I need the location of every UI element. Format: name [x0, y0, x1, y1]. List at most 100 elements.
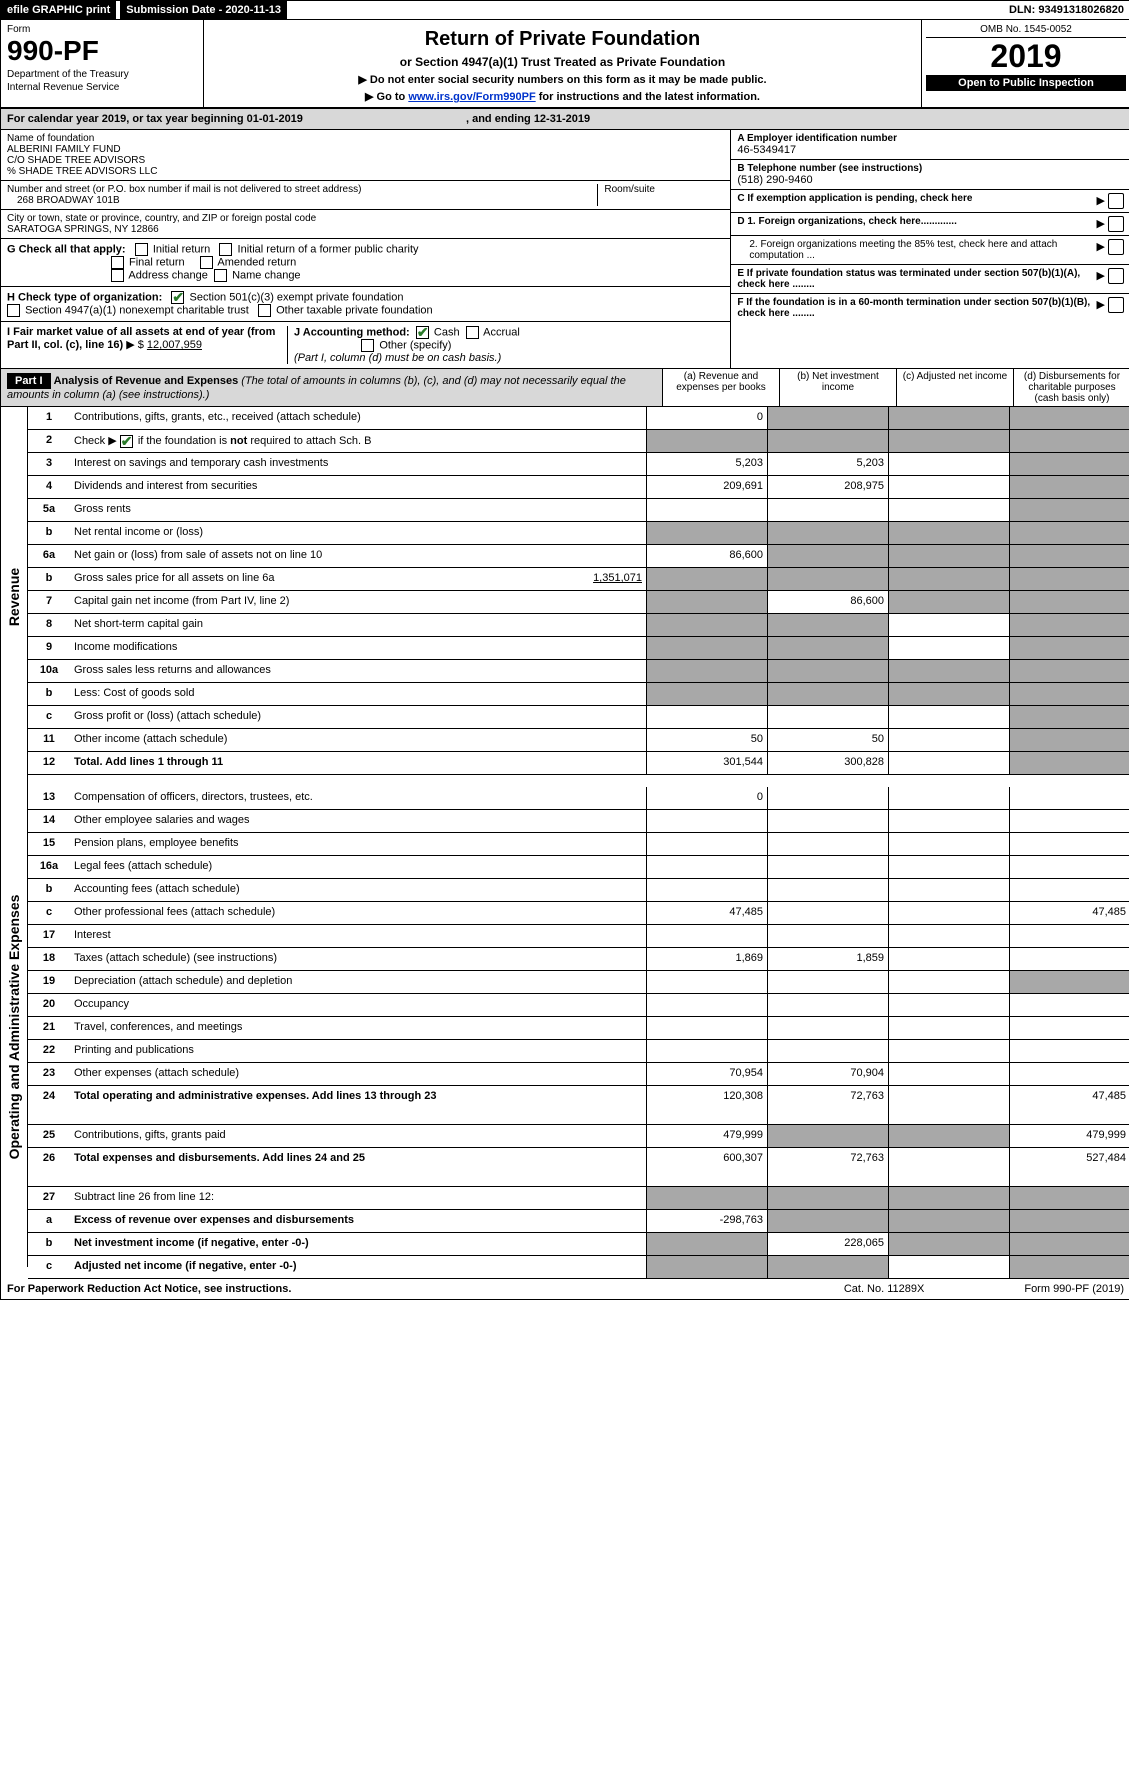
line23-num: 23	[28, 1063, 70, 1085]
line9-desc: Income modifications	[70, 637, 646, 659]
checkbox-cash[interactable]	[416, 326, 429, 339]
line10c-c	[888, 706, 1009, 728]
line27b-c	[888, 1233, 1009, 1255]
line15-desc: Pension plans, employee benefits	[70, 833, 646, 855]
line27c-d	[1009, 1256, 1129, 1278]
checkbox-c[interactable]	[1108, 193, 1124, 209]
line1-num: 1	[28, 407, 70, 429]
irs-link[interactable]: www.irs.gov/Form990PF	[408, 91, 535, 103]
checkbox-accrual[interactable]	[466, 326, 479, 339]
line5b-c	[888, 522, 1009, 544]
footer-formno: Form 990-PF (2019)	[1024, 1283, 1124, 1295]
checkbox-d2[interactable]	[1108, 239, 1124, 255]
line11-b: 50	[767, 729, 888, 751]
line27c-c	[888, 1256, 1009, 1278]
checkbox-4947[interactable]	[7, 304, 20, 317]
line1-d	[1009, 407, 1129, 429]
line12-b: 300,828	[767, 752, 888, 774]
line13-a: 0	[646, 787, 767, 809]
line9-d	[1009, 637, 1129, 659]
initial-former-label: Initial return of a former public charit…	[238, 243, 419, 255]
line10a-num: 10a	[28, 660, 70, 682]
form-label: Form	[7, 24, 197, 35]
city-value: SARATOGA SPRINGS, NY 12866	[7, 224, 724, 235]
s501-label: Section 501(c)(3) exempt private foundat…	[189, 291, 403, 303]
tax-year: 2019	[926, 38, 1126, 75]
checkbox-501c3[interactable]	[171, 291, 184, 304]
line2-num: 2	[28, 430, 70, 452]
line10a-desc: Gross sales less returns and allowances	[70, 660, 646, 682]
d2-label: 2. Foreign organizations meeting the 85%…	[737, 239, 1090, 261]
checkbox-e[interactable]	[1108, 268, 1124, 284]
foundation-name-2: C/O SHADE TREE ADVISORS	[7, 155, 724, 166]
line26-c	[888, 1148, 1009, 1186]
line10b-desc: Less: Cost of goods sold	[70, 683, 646, 705]
line20-c	[888, 994, 1009, 1016]
note-goto: ▶ Go to www.irs.gov/Form990PF for instru…	[210, 90, 915, 103]
line16b-b	[767, 879, 888, 901]
efile-label: efile GRAPHIC print	[1, 1, 116, 19]
line26-num: 26	[28, 1148, 70, 1186]
line18-c	[888, 948, 1009, 970]
line3-b: 5,203	[767, 453, 888, 475]
line27c-num: c	[28, 1256, 70, 1278]
line18-d	[1009, 948, 1129, 970]
line6a-desc: Net gain or (loss) from sale of assets n…	[70, 545, 646, 567]
calendar-year-start: For calendar year 2019, or tax year begi…	[7, 113, 303, 125]
initial-label: Initial return	[153, 243, 210, 255]
checkbox-other-method[interactable]	[361, 339, 374, 352]
line6b-num: b	[28, 568, 70, 590]
line9-c	[888, 637, 1009, 659]
line20-b	[767, 994, 888, 1016]
dept-label: Department of the Treasury	[7, 69, 197, 80]
checkbox-d1[interactable]	[1108, 216, 1124, 232]
line10c-desc: Gross profit or (loss) (attach schedule)	[70, 706, 646, 728]
line7-d	[1009, 591, 1129, 613]
line25-a: 479,999	[646, 1125, 767, 1147]
checkbox-final[interactable]	[111, 256, 124, 269]
line6a-b	[767, 545, 888, 567]
line16b-num: b	[28, 879, 70, 901]
line26-desc: Total expenses and disbursements. Add li…	[70, 1148, 646, 1186]
checkbox-name[interactable]	[214, 269, 227, 282]
checkbox-schb[interactable]	[120, 435, 133, 448]
foundation-name-1: ALBERINI FAMILY FUND	[7, 144, 724, 155]
line5b-num: b	[28, 522, 70, 544]
checkbox-address[interactable]	[111, 269, 124, 282]
line12-num: 12	[28, 752, 70, 774]
line8-num: 8	[28, 614, 70, 636]
footer-paperwork: For Paperwork Reduction Act Notice, see …	[7, 1283, 291, 1295]
line21-desc: Travel, conferences, and meetings	[70, 1017, 646, 1039]
dln-label: DLN: 93491318026820	[1003, 1, 1129, 19]
final-label: Final return	[129, 256, 185, 268]
checkbox-f[interactable]	[1108, 297, 1124, 313]
line5a-c	[888, 499, 1009, 521]
line17-b	[767, 925, 888, 947]
s4947-label: Section 4947(a)(1) nonexempt charitable …	[25, 304, 249, 316]
line2-c	[888, 430, 1009, 452]
checkbox-amended[interactable]	[200, 256, 213, 269]
line10a-c	[888, 660, 1009, 682]
line24-d: 47,485	[1009, 1086, 1129, 1124]
line13-c	[888, 787, 1009, 809]
line4-a: 209,691	[646, 476, 767, 498]
line13-b	[767, 787, 888, 809]
checkbox-initial[interactable]	[135, 243, 148, 256]
amended-label: Amended return	[217, 256, 296, 268]
line27a-desc: Excess of revenue over expenses and disb…	[70, 1210, 646, 1232]
line21-c	[888, 1017, 1009, 1039]
f-label: F If the foundation is in a 60-month ter…	[737, 297, 1090, 319]
line3-num: 3	[28, 453, 70, 475]
line10b-c	[888, 683, 1009, 705]
line6a-num: 6a	[28, 545, 70, 567]
line23-c	[888, 1063, 1009, 1085]
other-method-label: Other (specify)	[379, 339, 451, 351]
line3-c	[888, 453, 1009, 475]
checkbox-initial-former[interactable]	[219, 243, 232, 256]
line10a-a	[646, 660, 767, 682]
checkbox-other-taxable[interactable]	[258, 304, 271, 317]
line16b-a	[646, 879, 767, 901]
phone-label: B Telephone number (see instructions)	[737, 163, 1124, 174]
line1-desc: Contributions, gifts, grants, etc., rece…	[70, 407, 646, 429]
line18-a: 1,869	[646, 948, 767, 970]
